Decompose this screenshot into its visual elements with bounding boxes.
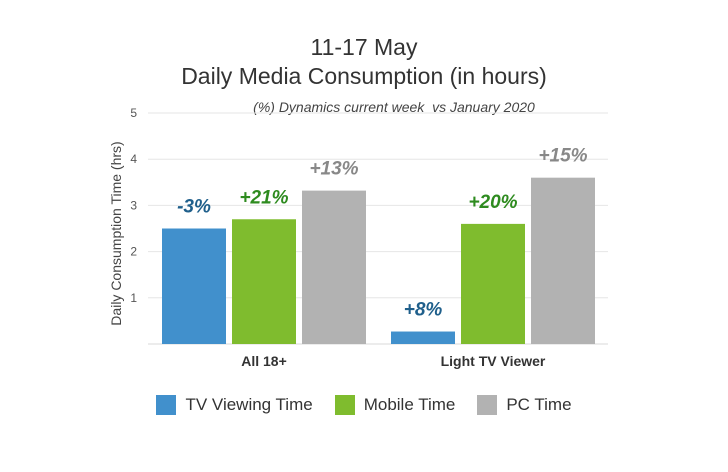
legend-item-pc: PC Time — [477, 395, 572, 415]
bar-chart: 1 2 3 4 5 Daily Consumption Time (hrs) -3% +21%… — [108, 106, 608, 369]
bar-lighttv-1 — [461, 223, 525, 344]
y-axis-label: Daily Consumption Time (hrs) — [108, 141, 124, 325]
data-label: -3% — [177, 197, 211, 218]
bar-all18-0 — [162, 228, 226, 344]
data-label: +13% — [309, 159, 358, 180]
y-tick-label: 2 — [130, 245, 137, 259]
legend-swatch-mobile — [334, 395, 355, 415]
chart-title: 11-17 May Daily Media Consumption (in ho… — [0, 33, 728, 91]
y-tick-label: 1 — [130, 291, 137, 305]
legend-swatch-tv — [156, 395, 177, 415]
bar-all18-1 — [232, 219, 296, 344]
chart-legend: TV Viewing Time Mobile Time PC Time — [0, 395, 728, 415]
bar-lighttv-0 — [391, 331, 455, 344]
data-label: +21% — [239, 187, 288, 208]
legend-label-tv: TV Viewing Time — [185, 395, 313, 414]
legend-label-pc: PC Time — [506, 395, 572, 414]
y-tick-label: 5 — [130, 106, 137, 120]
bar-all18-2 — [302, 190, 366, 344]
legend-item-tv: TV Viewing Time — [156, 395, 313, 415]
data-label: +15% — [538, 146, 587, 167]
y-tick-label: 3 — [130, 198, 137, 212]
data-label: +8% — [404, 300, 443, 321]
y-tick-label: 4 — [130, 152, 137, 166]
chart-title-line-2: Daily Media Consumption (in hours) — [181, 63, 547, 89]
legend-swatch-pc — [477, 395, 498, 415]
legend-label-mobile: Mobile Time — [363, 395, 456, 414]
x-category-label: Light TV Viewer — [441, 353, 546, 369]
data-label: +20% — [468, 192, 517, 213]
chart-subtitle: (%) Dynamics current week vs January 202… — [253, 99, 535, 115]
legend-item-mobile: Mobile Time — [334, 395, 456, 415]
chart-title-line-1: 11-17 May — [310, 34, 418, 60]
bar-lighttv-2 — [531, 177, 595, 344]
x-category-label: All 18+ — [241, 353, 287, 369]
